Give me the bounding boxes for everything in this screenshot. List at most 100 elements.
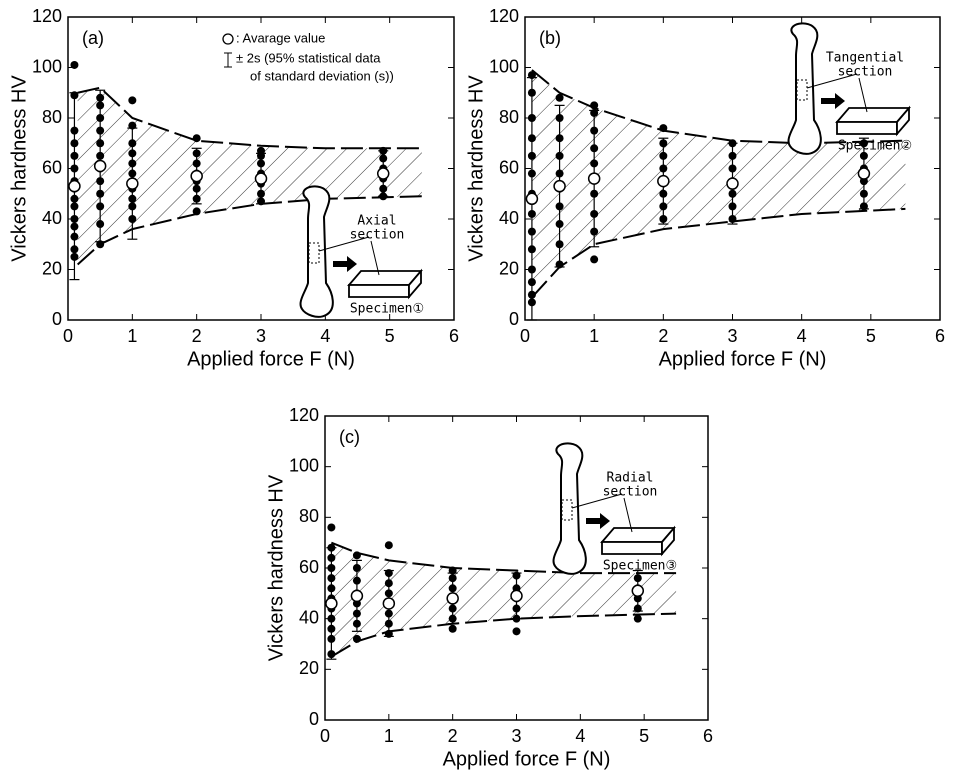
arrow: [333, 256, 357, 272]
data-point: [352, 634, 361, 643]
x-axis-label: Applied force F (N): [659, 348, 827, 370]
x-tick-label: 3: [256, 326, 266, 346]
x-axis-label: Applied force F (N): [443, 748, 611, 770]
y-tick-label: 20: [42, 258, 62, 278]
bone-outline: [787, 22, 822, 155]
x-tick-label: 6: [449, 326, 459, 346]
y-tick-label: 60: [42, 157, 62, 177]
average-marker: [350, 589, 364, 603]
y-tick-label: 0: [52, 309, 62, 329]
x-tick-label: 2: [448, 726, 458, 746]
y-tick-label: 120: [489, 6, 519, 26]
legend-error: ± 2s (95% statistical data: [236, 50, 381, 65]
legend-error: of standard deviation (s)): [250, 68, 394, 83]
average-marker: [553, 179, 566, 193]
arrow: [586, 513, 610, 529]
data-point: [192, 134, 201, 143]
y-axis-label: Vickers hardness HV: [465, 75, 487, 262]
average-marker: [254, 172, 268, 185]
section-label: section: [350, 228, 405, 243]
average-marker: [190, 169, 203, 183]
section-mark: [796, 79, 808, 101]
x-tick-label: 5: [385, 326, 395, 346]
band-hatch: [331, 542, 677, 657]
slab-front: [601, 541, 663, 555]
y-tick-label: 80: [299, 506, 319, 526]
section-label: section: [838, 65, 893, 80]
x-tick-label: 3: [511, 726, 521, 746]
band-hatch: [531, 70, 906, 298]
specimen-label: Specimen③: [603, 559, 677, 574]
section-mark: [561, 499, 573, 521]
panel-label: (a): [82, 28, 104, 48]
y-tick-label: 100: [489, 56, 519, 76]
section-label: Axial: [357, 214, 396, 229]
average-marker: [68, 179, 81, 193]
y-tick-label: 80: [499, 107, 519, 127]
average-marker: [376, 167, 390, 180]
average-marker: [510, 589, 523, 603]
bone-outline: [299, 185, 334, 318]
x-tick-label: 2: [192, 326, 202, 346]
y-tick-label: 0: [509, 309, 519, 329]
average-marker: [325, 597, 338, 610]
y-tick-label: 40: [42, 208, 62, 228]
x-tick-label: 2: [658, 326, 668, 346]
x-tick-label: 4: [320, 326, 330, 346]
panel-label: (c): [339, 427, 360, 447]
y-axis-label: Vickers hardness HV: [265, 474, 287, 661]
data-point: [512, 627, 521, 636]
panel-label: (b): [539, 28, 561, 48]
data-point: [590, 101, 599, 110]
slab-side: [896, 105, 910, 137]
y-tick-label: 40: [499, 208, 519, 228]
average-marker: [382, 597, 396, 610]
arrow: [821, 93, 845, 109]
y-tick-label: 80: [42, 107, 62, 127]
data-point: [384, 541, 393, 550]
legend-average-symbol: [222, 33, 234, 45]
y-tick-label: 120: [289, 405, 319, 425]
y-tick-label: 120: [32, 6, 62, 26]
band-upper: [77, 86, 422, 150]
y-axis-label: Vickers hardness HV: [8, 75, 30, 262]
average-marker: [657, 174, 670, 188]
average-marker: [631, 584, 645, 598]
data-point: [448, 624, 457, 633]
x-axis-label: Applied force F (N): [187, 348, 355, 370]
slab-side: [408, 268, 422, 300]
x-tick-label: 5: [866, 326, 876, 346]
average-marker: [726, 177, 739, 190]
data-point: [555, 93, 564, 102]
average-marker: [525, 192, 539, 206]
leader: [806, 73, 868, 113]
bone-outline: [552, 442, 587, 575]
data-point: [590, 255, 599, 264]
slab-side: [661, 525, 675, 557]
leader: [318, 236, 380, 276]
leader: [571, 493, 633, 533]
section-label: Radial: [607, 471, 654, 486]
x-tick-label: 1: [589, 326, 599, 346]
specimen-label: Specimen②: [838, 139, 912, 154]
y-tick-label: 60: [299, 557, 319, 577]
data-point: [352, 551, 361, 560]
data-point: [327, 523, 336, 532]
x-tick-label: 0: [520, 326, 530, 346]
data-point: [633, 614, 642, 623]
y-tick-label: 100: [32, 56, 62, 76]
average-marker: [587, 172, 601, 185]
y-tick-label: 20: [499, 258, 519, 278]
section-mark: [308, 242, 320, 264]
band-hatch: [77, 87, 422, 265]
data-point: [128, 96, 137, 105]
y-tick-label: 40: [299, 607, 319, 627]
section-label: Tangential: [826, 51, 904, 66]
data-point: [70, 60, 79, 69]
